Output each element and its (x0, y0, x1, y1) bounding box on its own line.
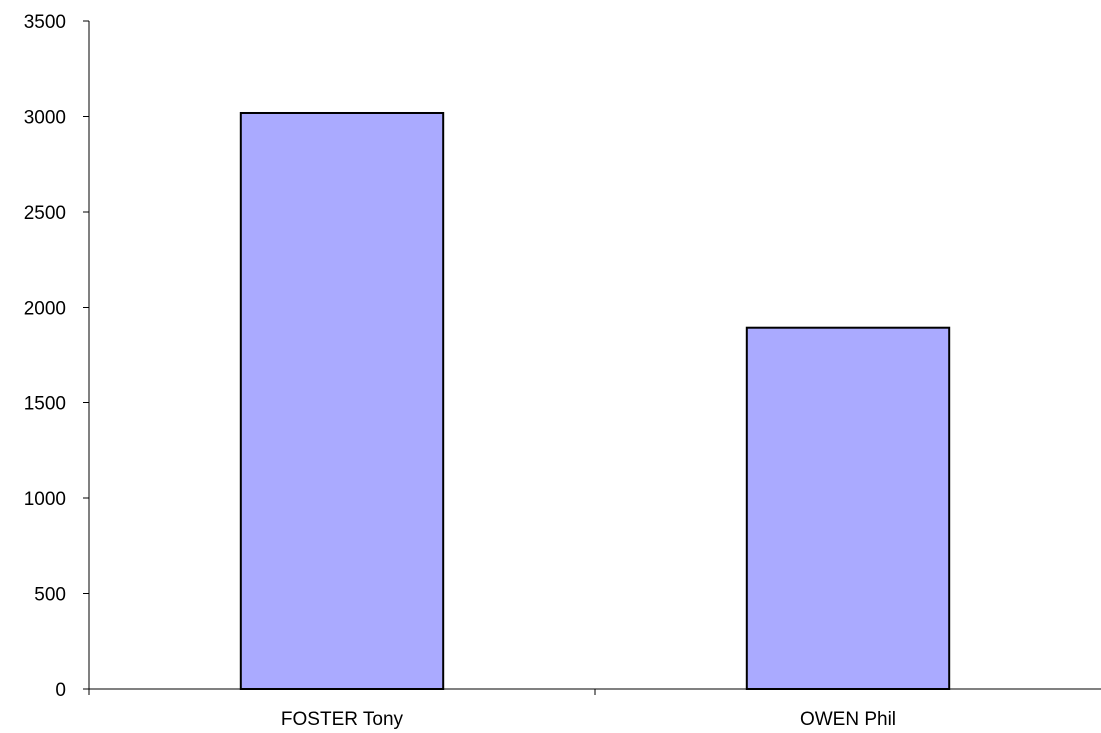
y-tick-label: 500 (34, 585, 66, 606)
x-axis: FOSTER Tony OWEN Phil (88, 688, 1101, 730)
y-tick-label: 3500 (24, 12, 66, 33)
x-category-label: OWEN Phil (800, 709, 896, 730)
y-tick-label: 2500 (24, 203, 66, 224)
bar-owen-phil (745, 326, 951, 690)
y-tick-label: 1500 (24, 394, 66, 415)
x-category-label: FOSTER Tony (281, 709, 404, 730)
y-tick-label: 3000 (24, 107, 66, 128)
bar-foster-tony (239, 111, 445, 690)
y-tick-label: 2000 (24, 298, 66, 319)
bars (239, 111, 951, 690)
y-tick-label: 0 (55, 680, 66, 701)
y-axis: 0 500 1000 1500 2000 2500 3000 3500 (24, 12, 90, 701)
y-tick-label: 1000 (24, 489, 66, 510)
